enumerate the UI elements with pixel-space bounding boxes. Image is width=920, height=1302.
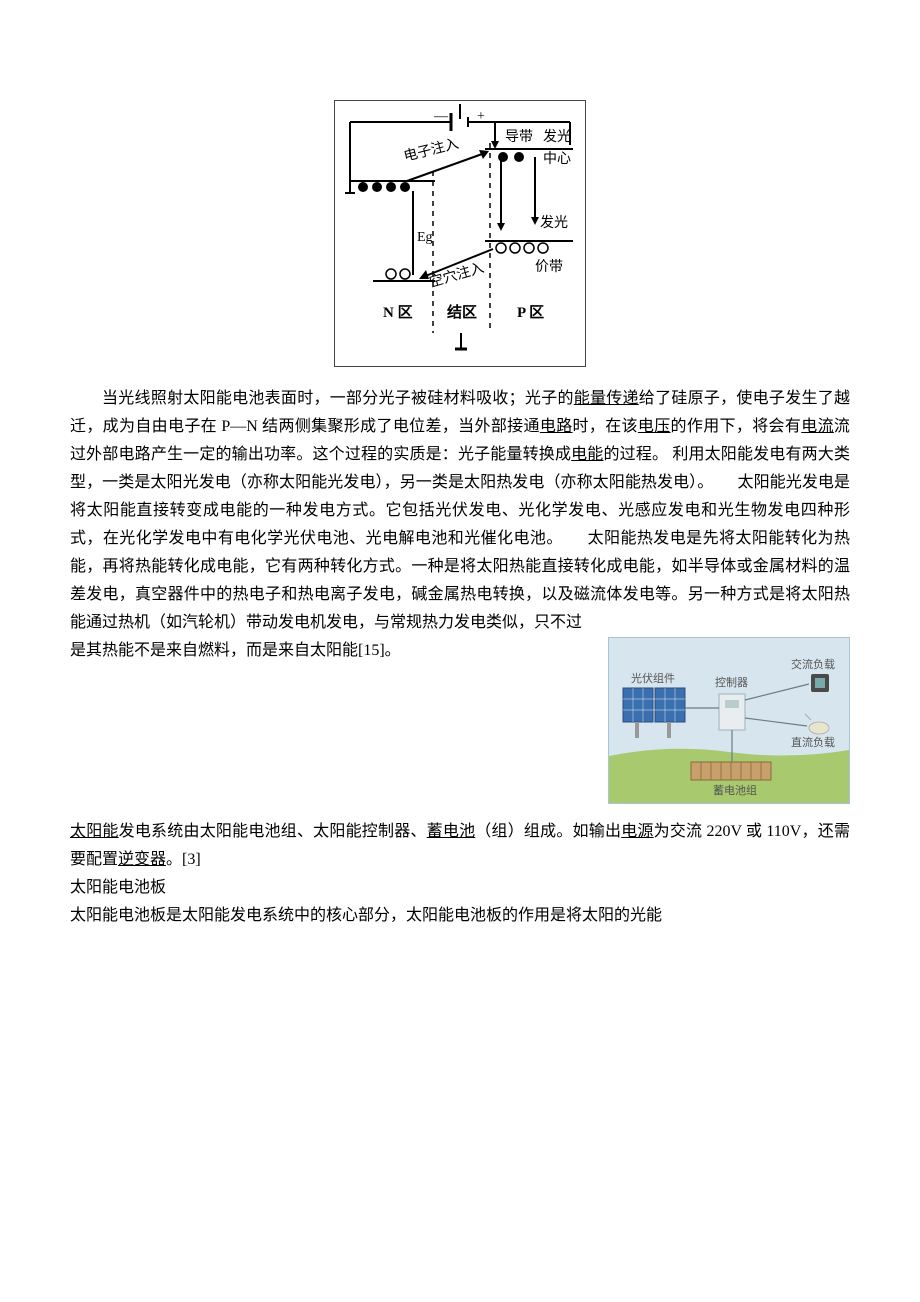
text-run: 太阳能电池板是太阳能发电系统中的核心部分，太阳能电池板的作用是将太阳的光能 xyxy=(70,907,662,924)
underlined-term: 电路 xyxy=(540,418,573,435)
underlined-term: 电源 xyxy=(621,823,653,840)
daidai-label: 导带 xyxy=(505,129,533,145)
kongxue-label: 空穴注入 xyxy=(428,260,486,291)
zhongxin-label: 中心 xyxy=(543,151,571,167)
system-diagram: 光伏组件 控制器 交流负载 直流负载 xyxy=(608,637,850,804)
text-run: 的过程。 利用太阳能发电有两大类型，一类是太阳光发电（亦称太阳能光发电），另一类… xyxy=(70,446,850,631)
ctrl-label: 控制器 xyxy=(715,675,748,689)
underlined-term: 电能 xyxy=(571,446,603,463)
tail-block: 光伏组件 控制器 交流负载 直流负载 xyxy=(70,637,850,818)
tail-line: 是其热能不是来自燃料，而是来自太阳能[15]。 xyxy=(70,642,401,659)
dianzi-label: 电子注入 xyxy=(402,136,460,165)
text-run: 时，在该 xyxy=(573,418,638,435)
document-page: — + 导带 发光 中心 xyxy=(0,0,920,1030)
dc-load-icon xyxy=(809,722,829,734)
text-run: 当光线照射太阳能电池表面时，一部分光子被硅材料吸收；光子的 xyxy=(102,390,574,407)
underlined-term: 电压 xyxy=(638,418,671,435)
underlined-term: 电流 xyxy=(801,418,834,435)
paragraph-1: 当光线照射太阳能电池表面时，一部分光子被硅材料吸收；光子的能量传递给了硅原子，使… xyxy=(70,385,850,637)
pv-label: 光伏组件 xyxy=(631,671,675,685)
underlined-term: 逆变器 xyxy=(118,851,166,868)
underlined-term: 能量传递 xyxy=(574,390,639,407)
faguang-label-1: 发光 xyxy=(543,129,571,145)
text-run: 。[3] xyxy=(166,851,201,868)
controller-icon xyxy=(719,694,745,730)
nqu-label: N 区 xyxy=(383,304,413,321)
pn-junction-diagram: — + 导带 发光 中心 xyxy=(334,100,586,367)
text-run: （组）组成。如输出 xyxy=(475,823,621,840)
batt-label: 蓄电池组 xyxy=(713,783,757,797)
underlined-term: 蓄电池 xyxy=(427,823,476,840)
jqu-label: 结区 xyxy=(447,303,477,321)
eg-label: Eg xyxy=(417,230,433,245)
paragraph-3: 太阳能电池板是太阳能发电系统中的核心部分，太阳能电池板的作用是将太阳的光能 xyxy=(70,902,850,930)
faguang-label-2: 发光 xyxy=(540,215,568,231)
battery-bank-icon xyxy=(691,762,771,780)
text-run: 是其热能不是来自燃料，而是来自太阳能[15]。 xyxy=(70,642,401,659)
paragraph-2: 太阳能发电系统由太阳能电池组、太阳能控制器、蓄电池（组）组成。如输出电源为交流 … xyxy=(70,818,850,874)
section-heading: 太阳能电池板 xyxy=(70,874,850,902)
pn-junction-diagram-wrap: — + 导带 发光 中心 xyxy=(70,100,850,367)
pqu-label: P 区 xyxy=(517,304,544,321)
text-run: 的作用下，将会有 xyxy=(671,418,802,435)
dc-label: 直流负载 xyxy=(791,735,835,749)
jiadai-label: 价带 xyxy=(535,259,563,275)
text-run: 发电系统由太阳能电池组、太阳能控制器、 xyxy=(119,823,427,840)
system-diagram-wrap: 光伏组件 控制器 交流负载 直流负载 xyxy=(608,637,850,814)
ac-label: 交流负载 xyxy=(791,657,835,671)
underlined-term: 太阳能 xyxy=(70,823,119,840)
